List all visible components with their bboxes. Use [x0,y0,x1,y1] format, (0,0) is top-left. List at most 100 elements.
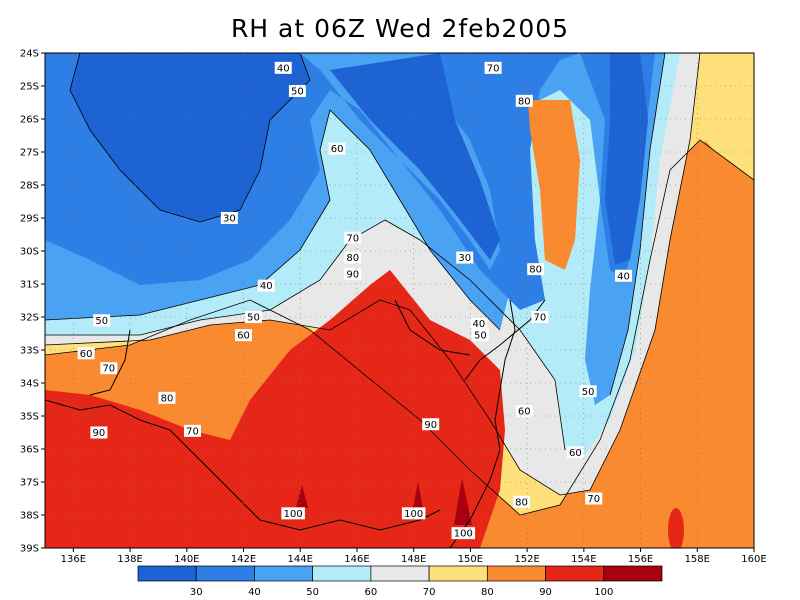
colorbar-swatch [545,565,605,582]
contour-label-text: 70 [587,494,600,505]
contour-label: 40 [257,279,275,292]
contour-label: 50 [93,314,111,327]
contour-label-text: 30 [458,253,471,264]
y-tick-label: 39S [20,544,39,555]
contour-label-text: 80 [346,253,359,264]
contour-label: 50 [471,329,489,342]
contour-label-text: 40 [617,271,630,282]
contour-label: 100 [451,527,476,540]
x-tick-label: 154E [571,554,596,565]
rh-band-90-100 [45,270,505,548]
colorbar-swatch [137,565,197,582]
rh-band-above-100-c [454,478,472,525]
y-tick-label: 32S [20,313,39,324]
x-tick-label: 142E [231,554,256,565]
colorbar-swatch [370,565,430,582]
colorbar-label: 60 [365,587,378,598]
contour-label: 30 [220,212,238,225]
contour-label-text: 70 [186,426,199,437]
contour-label: 70 [585,492,603,505]
contour-label-text: 60 [518,407,531,418]
y-tick-label: 28S [20,181,39,192]
y-tick-label: 35S [20,412,39,423]
colorbar-label: 90 [539,587,552,598]
colorbar-swatch [603,565,663,582]
colorbar-swatch [486,565,546,582]
y-tick-label: 37S [20,478,39,489]
colorbar-swatch [312,565,372,582]
contour-label-text: 80 [515,497,528,508]
y-tick-label: 34S [20,379,39,390]
latitude-axis: 24S 25S 26S 27S 28S 29S 30S 31S 32S 33S 34S 35S 36S 3… [20,49,45,555]
contour-label: 90 [90,426,108,439]
rh-orange-spot [165,346,193,364]
contour-label-text: 70 [346,233,359,244]
contour-label-text: 70 [487,63,500,74]
x-tick-label: 156E [628,554,653,565]
contour-label-text: 60 [237,331,250,342]
contour-label-text: 100 [404,509,423,520]
contour-label: 40 [470,317,488,330]
colorbar-swatch [428,565,488,582]
y-tick-label: 25S [20,82,39,93]
x-tick-label: 136E [61,554,86,565]
contour-label: 90 [422,418,440,431]
rh-band-above-100-b [413,482,423,508]
contour-label-text: 50 [291,86,304,97]
contour-label: 80 [512,495,530,508]
contour-label-text: 60 [569,448,582,459]
rh-dark-red-east [668,508,684,548]
map-frame [44,52,755,549]
colorbar-label: 70 [423,587,436,598]
contour-label: 100 [281,507,305,520]
x-tick-label: 150E [458,554,483,565]
contour-label: 60 [515,405,533,418]
contour-label-text: 40 [277,63,290,74]
y-tick-label: 24S [20,49,39,60]
x-tick-label: 146E [344,554,369,565]
colorbar-swatch [195,565,255,582]
x-tick-label: 160E [741,554,766,565]
rh-east-orange-small [528,100,580,270]
colorbar-label: 40 [248,587,261,598]
y-tick-label: 31S [20,280,39,291]
contour-label: 70 [183,424,201,437]
y-tick-label: 29S [20,214,39,225]
y-tick-label: 38S [20,511,39,522]
contour-label: 80 [515,94,533,107]
contour-label: 90 [344,268,362,281]
x-tick-label: 144E [288,554,313,565]
contour-label-text: 90 [346,270,359,281]
contour-label: 60 [328,142,346,155]
colorbar-label: 50 [306,587,319,598]
y-tick-label: 30S [20,247,39,258]
contour-label-text: 60 [331,144,344,155]
colorbar-swatch [254,565,314,582]
contour-label-text: 40 [473,319,486,330]
longitude-axis: 136E 138E 140E 142E 144E 146E 148E 150E 152E 154E… [61,548,767,565]
contour-label: 80 [527,263,545,276]
contour-label: 80 [158,391,176,404]
y-tick-label: 33S [20,346,39,357]
colorbar-label: 30 [190,587,203,598]
contour-label-text: 70 [534,313,547,324]
contour-label: 50 [288,84,306,97]
contour-label-text: 50 [95,316,108,327]
contour-label: 70 [344,231,362,244]
contour-label: 40 [615,269,633,282]
graticule [45,53,754,548]
contour-label-text: 80 [518,96,531,107]
contour-label: 60 [235,329,253,342]
contour-label-text: 50 [247,313,260,324]
colorbar: 30 40 50 60 70 80 90 100 [137,565,663,598]
contour-label: 50 [579,385,597,398]
contour-label: 30 [456,251,474,264]
rh-east-orange [600,140,754,548]
contour-label: 50 [244,311,262,324]
colorbar-label: 80 [481,587,494,598]
colorbar-label: 100 [594,587,613,598]
contour-label-text: 100 [454,529,473,540]
map-title: RH at 06Z Wed 2feb2005 [230,14,570,43]
